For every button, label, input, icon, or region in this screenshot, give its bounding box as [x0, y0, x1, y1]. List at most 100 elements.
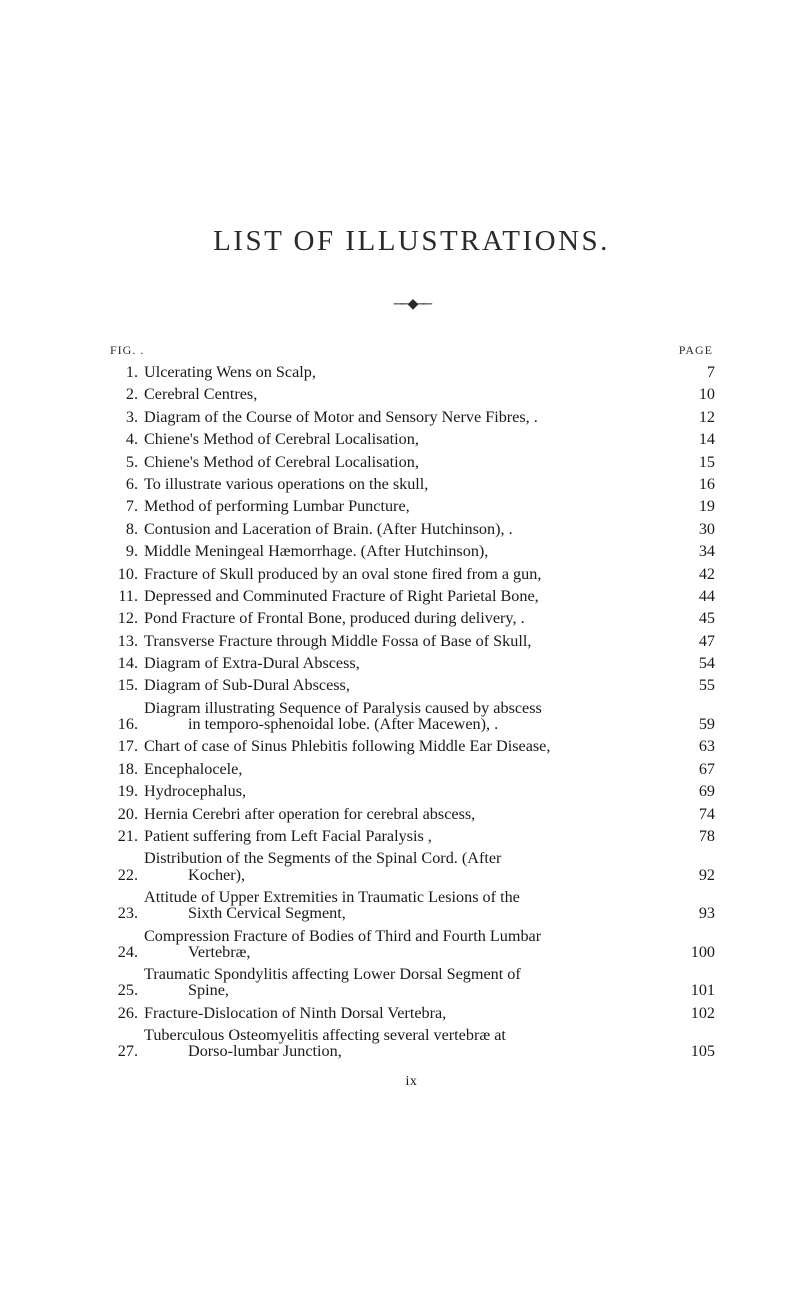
entry-text: Depressed and Comminuted Fracture of Rig… [144, 588, 539, 604]
entry-body: Compression Fracture of Bodies of Third … [144, 928, 670, 960]
entry-body: Method of performing Lumbar Puncture, [144, 498, 670, 514]
entry-text: Transverse Fracture through Middle Fossa… [144, 633, 531, 649]
entry-text: Sixth Cervical Segment, [144, 905, 346, 921]
entry-last-line: Chiene's Method of Cerebral Localisation… [144, 454, 670, 470]
page-number: 54 [670, 655, 715, 671]
figure-number: 22. [108, 867, 144, 883]
entry-last-line: Vertebræ, [144, 944, 670, 960]
entry-body: Chart of case of Sinus Phlebitis followi… [144, 738, 670, 754]
entry-body: Tuberculous Osteomyelitis affecting seve… [144, 1027, 670, 1059]
entry-last-line: Sixth Cervical Segment, [144, 905, 670, 921]
entry-last-line: in temporo-sphenoidal lobe. (After Macew… [144, 716, 670, 732]
figure-number: 17. [108, 738, 144, 754]
figure-number: 16. [108, 716, 144, 732]
entry-last-line: Kocher), [144, 867, 670, 883]
entry-text: Dorso-lumbar Junction, [144, 1043, 342, 1059]
page-number: 34 [670, 543, 715, 559]
entry-last-line: Diagram of Extra-Dural Abscess, [144, 655, 670, 671]
entry-last-line: Contusion and Laceration of Brain. (Afte… [144, 521, 670, 537]
entry-last-line: Transverse Fracture through Middle Fossa… [144, 633, 670, 649]
list-item: 11.Depressed and Comminuted Fracture of … [108, 588, 715, 604]
figure-number: 21. [108, 828, 144, 844]
entry-last-line: Ulcerating Wens on Scalp, [144, 364, 670, 380]
page-number: 92 [670, 867, 715, 883]
entry-text: Contusion and Laceration of Brain. (Afte… [144, 521, 513, 537]
entry-body: Diagram illustrating Sequence of Paralys… [144, 700, 670, 732]
figure-number: 2. [108, 386, 144, 402]
entry-body: Hernia Cerebri after operation for cereb… [144, 806, 670, 822]
page-number: 67 [670, 761, 715, 777]
figure-number: 20. [108, 806, 144, 822]
entry-last-line: Middle Meningeal Hæmorrhage. (After Hutc… [144, 543, 670, 559]
list-item: 5.Chiene's Method of Cerebral Localisati… [108, 454, 715, 470]
entry-last-line: Cerebral Centres, [144, 386, 670, 402]
list-item: 3.Diagram of the Course of Motor and Sen… [108, 409, 715, 425]
figure-number: 26. [108, 1005, 144, 1021]
entry-body: Patient suffering from Left Facial Paral… [144, 828, 670, 844]
page-number: 14 [670, 431, 715, 447]
figure-number: 3. [108, 409, 144, 425]
page-number: 12 [670, 409, 715, 425]
entry-last-line: Chart of case of Sinus Phlebitis followi… [144, 738, 670, 754]
list-item: 20.Hernia Cerebri after operation for ce… [108, 806, 715, 822]
list-item: 24.Compression Fracture of Bodies of Thi… [108, 928, 715, 960]
entry-text-line: Distribution of the Segments of the Spin… [144, 850, 670, 866]
entry-text: Middle Meningeal Hæmorrhage. (After Hutc… [144, 543, 488, 559]
list-item: 6.To illustrate various operations on th… [108, 476, 715, 492]
entry-text: Spine, [144, 982, 229, 998]
figure-number: 18. [108, 761, 144, 777]
page-number: 63 [670, 738, 715, 754]
list-item: 7.Method of performing Lumbar Puncture,1… [108, 498, 715, 514]
figure-number: 4. [108, 431, 144, 447]
entry-body: Pond Fracture of Frontal Bone, produced … [144, 610, 670, 626]
page-number: 30 [670, 521, 715, 537]
list-item: 16.Diagram illustrating Sequence of Para… [108, 700, 715, 732]
figure-number: 10. [108, 566, 144, 582]
entry-text: Kocher), [144, 867, 245, 883]
figure-number: 24. [108, 944, 144, 960]
entry-text: To illustrate various operations on the … [144, 476, 428, 492]
entry-text: Chiene's Method of Cerebral Localisation… [144, 454, 419, 470]
entry-text-line: Traumatic Spondylitis affecting Lower Do… [144, 966, 670, 982]
entry-last-line: Hydrocephalus, [144, 783, 670, 799]
entry-text: Diagram of Extra-Dural Abscess, [144, 655, 360, 671]
entry-text: Pond Fracture of Frontal Bone, produced … [144, 610, 525, 626]
entry-last-line: Chiene's Method of Cerebral Localisation… [144, 431, 670, 447]
list-item: 4.Chiene's Method of Cerebral Localisati… [108, 431, 715, 447]
figure-number: 13. [108, 633, 144, 649]
column-headers: FIG. . PAGE [108, 343, 715, 358]
entry-text-line: Diagram illustrating Sequence of Paralys… [144, 700, 670, 716]
list-item: 1.Ulcerating Wens on Scalp,7 [108, 364, 715, 380]
list-item: 17.Chart of case of Sinus Phlebitis foll… [108, 738, 715, 754]
list-item: 26.Fracture-Dislocation of Ninth Dorsal … [108, 1005, 715, 1021]
header-fig: FIG. . [110, 343, 144, 358]
page-number: 16 [670, 476, 715, 492]
list-item: 13.Transverse Fracture through Middle Fo… [108, 633, 715, 649]
entry-last-line: Diagram of Sub-Dural Abscess, [144, 677, 670, 693]
entry-body: Fracture-Dislocation of Ninth Dorsal Ver… [144, 1005, 670, 1021]
page-number: 47 [670, 633, 715, 649]
entry-body: Traumatic Spondylitis affecting Lower Do… [144, 966, 670, 998]
entry-body: To illustrate various operations on the … [144, 476, 670, 492]
entry-text: Hydrocephalus, [144, 783, 246, 799]
entry-last-line: To illustrate various operations on the … [144, 476, 670, 492]
entry-body: Distribution of the Segments of the Spin… [144, 850, 670, 882]
entry-text-line: Compression Fracture of Bodies of Third … [144, 928, 670, 944]
entry-last-line: Fracture of Skull produced by an oval st… [144, 566, 670, 582]
page-number: 19 [670, 498, 715, 514]
entry-last-line: Fracture-Dislocation of Ninth Dorsal Ver… [144, 1005, 670, 1021]
entry-body: Fracture of Skull produced by an oval st… [144, 566, 670, 582]
list-item: 27.Tuberculous Osteomyelitis affecting s… [108, 1027, 715, 1059]
page-number: 55 [670, 677, 715, 693]
entry-text-line: Attitude of Upper Extremities in Traumat… [144, 889, 670, 905]
entry-body: Transverse Fracture through Middle Fossa… [144, 633, 670, 649]
figure-number: 19. [108, 783, 144, 799]
page-number: 102 [670, 1005, 715, 1021]
list-item: 12.Pond Fracture of Frontal Bone, produc… [108, 610, 715, 626]
entry-text: Diagram of the Course of Motor and Senso… [144, 409, 538, 425]
page-number-roman: ix [108, 1074, 715, 1090]
page-number: 7 [670, 364, 715, 380]
entry-body: Attitude of Upper Extremities in Traumat… [144, 889, 670, 921]
list-item: 25.Traumatic Spondylitis affecting Lower… [108, 966, 715, 998]
list-item: 21.Patient suffering from Left Facial Pa… [108, 828, 715, 844]
